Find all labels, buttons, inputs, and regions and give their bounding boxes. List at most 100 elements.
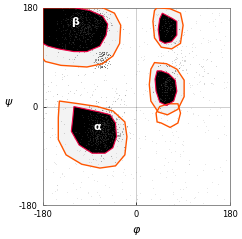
Point [134,108,137,111]
Point [101,122,105,125]
Point [173,60,177,64]
Point [100,126,104,130]
Point [77,33,81,37]
Point [75,47,79,51]
Point [73,162,77,165]
Point [137,136,141,139]
Point [170,92,174,96]
Point [86,26,90,29]
Point [109,110,113,114]
Point [100,130,104,134]
Point [109,115,113,119]
Point [93,135,97,139]
Point [103,56,106,60]
Point [172,50,175,54]
Point [164,33,168,36]
Point [182,30,186,34]
Point [91,11,95,15]
Point [98,124,101,128]
Point [198,89,202,93]
Point [171,192,175,196]
Point [78,20,82,24]
Point [224,133,228,137]
Point [174,64,178,67]
Point [64,18,68,22]
Point [103,5,107,9]
Point [86,29,90,33]
Point [160,98,164,102]
Point [69,16,73,20]
Point [120,114,124,118]
Point [72,22,76,26]
Point [200,65,204,69]
Point [158,121,161,125]
Point [112,112,116,115]
Point [160,90,164,93]
Point [177,66,181,70]
Point [96,125,100,129]
Point [104,24,108,27]
Point [91,136,94,140]
Point [115,91,119,95]
Point [78,15,82,19]
Point [94,66,98,70]
Point [105,50,108,54]
Point [111,136,115,140]
Point [142,111,145,115]
Point [60,41,64,44]
Point [178,36,182,40]
Point [96,135,100,138]
Point [189,26,193,30]
Point [74,187,78,191]
Point [99,148,103,152]
Point [159,117,163,120]
Point [173,40,177,44]
Point [98,11,102,15]
Point [102,118,106,121]
Point [95,132,98,136]
Point [98,18,102,22]
Point [98,24,101,28]
Point [98,135,102,139]
Point [63,18,67,22]
Point [86,139,90,143]
Point [116,112,120,116]
Point [166,49,170,53]
Point [122,111,126,114]
Point [107,53,111,56]
Point [74,64,78,68]
Point [111,130,114,133]
Point [84,45,88,49]
Point [93,130,97,134]
Point [101,58,105,62]
Point [78,16,82,20]
Point [193,195,197,199]
Point [94,126,98,130]
Point [106,121,110,125]
Point [71,16,75,20]
Point [45,104,49,108]
Point [90,34,93,38]
Point [44,147,48,150]
Point [97,147,101,151]
Point [75,122,78,126]
Point [170,61,174,65]
Point [98,126,102,130]
Point [201,95,205,99]
Point [101,20,105,23]
Point [114,91,118,95]
Point [67,24,70,28]
Point [119,139,123,143]
Point [71,60,75,64]
Point [96,13,100,16]
Point [99,128,103,132]
Point [115,29,119,33]
Point [128,136,132,140]
Point [72,111,76,115]
Point [204,124,208,128]
Point [106,53,110,57]
Point [101,133,105,137]
Point [64,16,68,20]
Point [82,124,86,128]
Point [173,69,177,72]
